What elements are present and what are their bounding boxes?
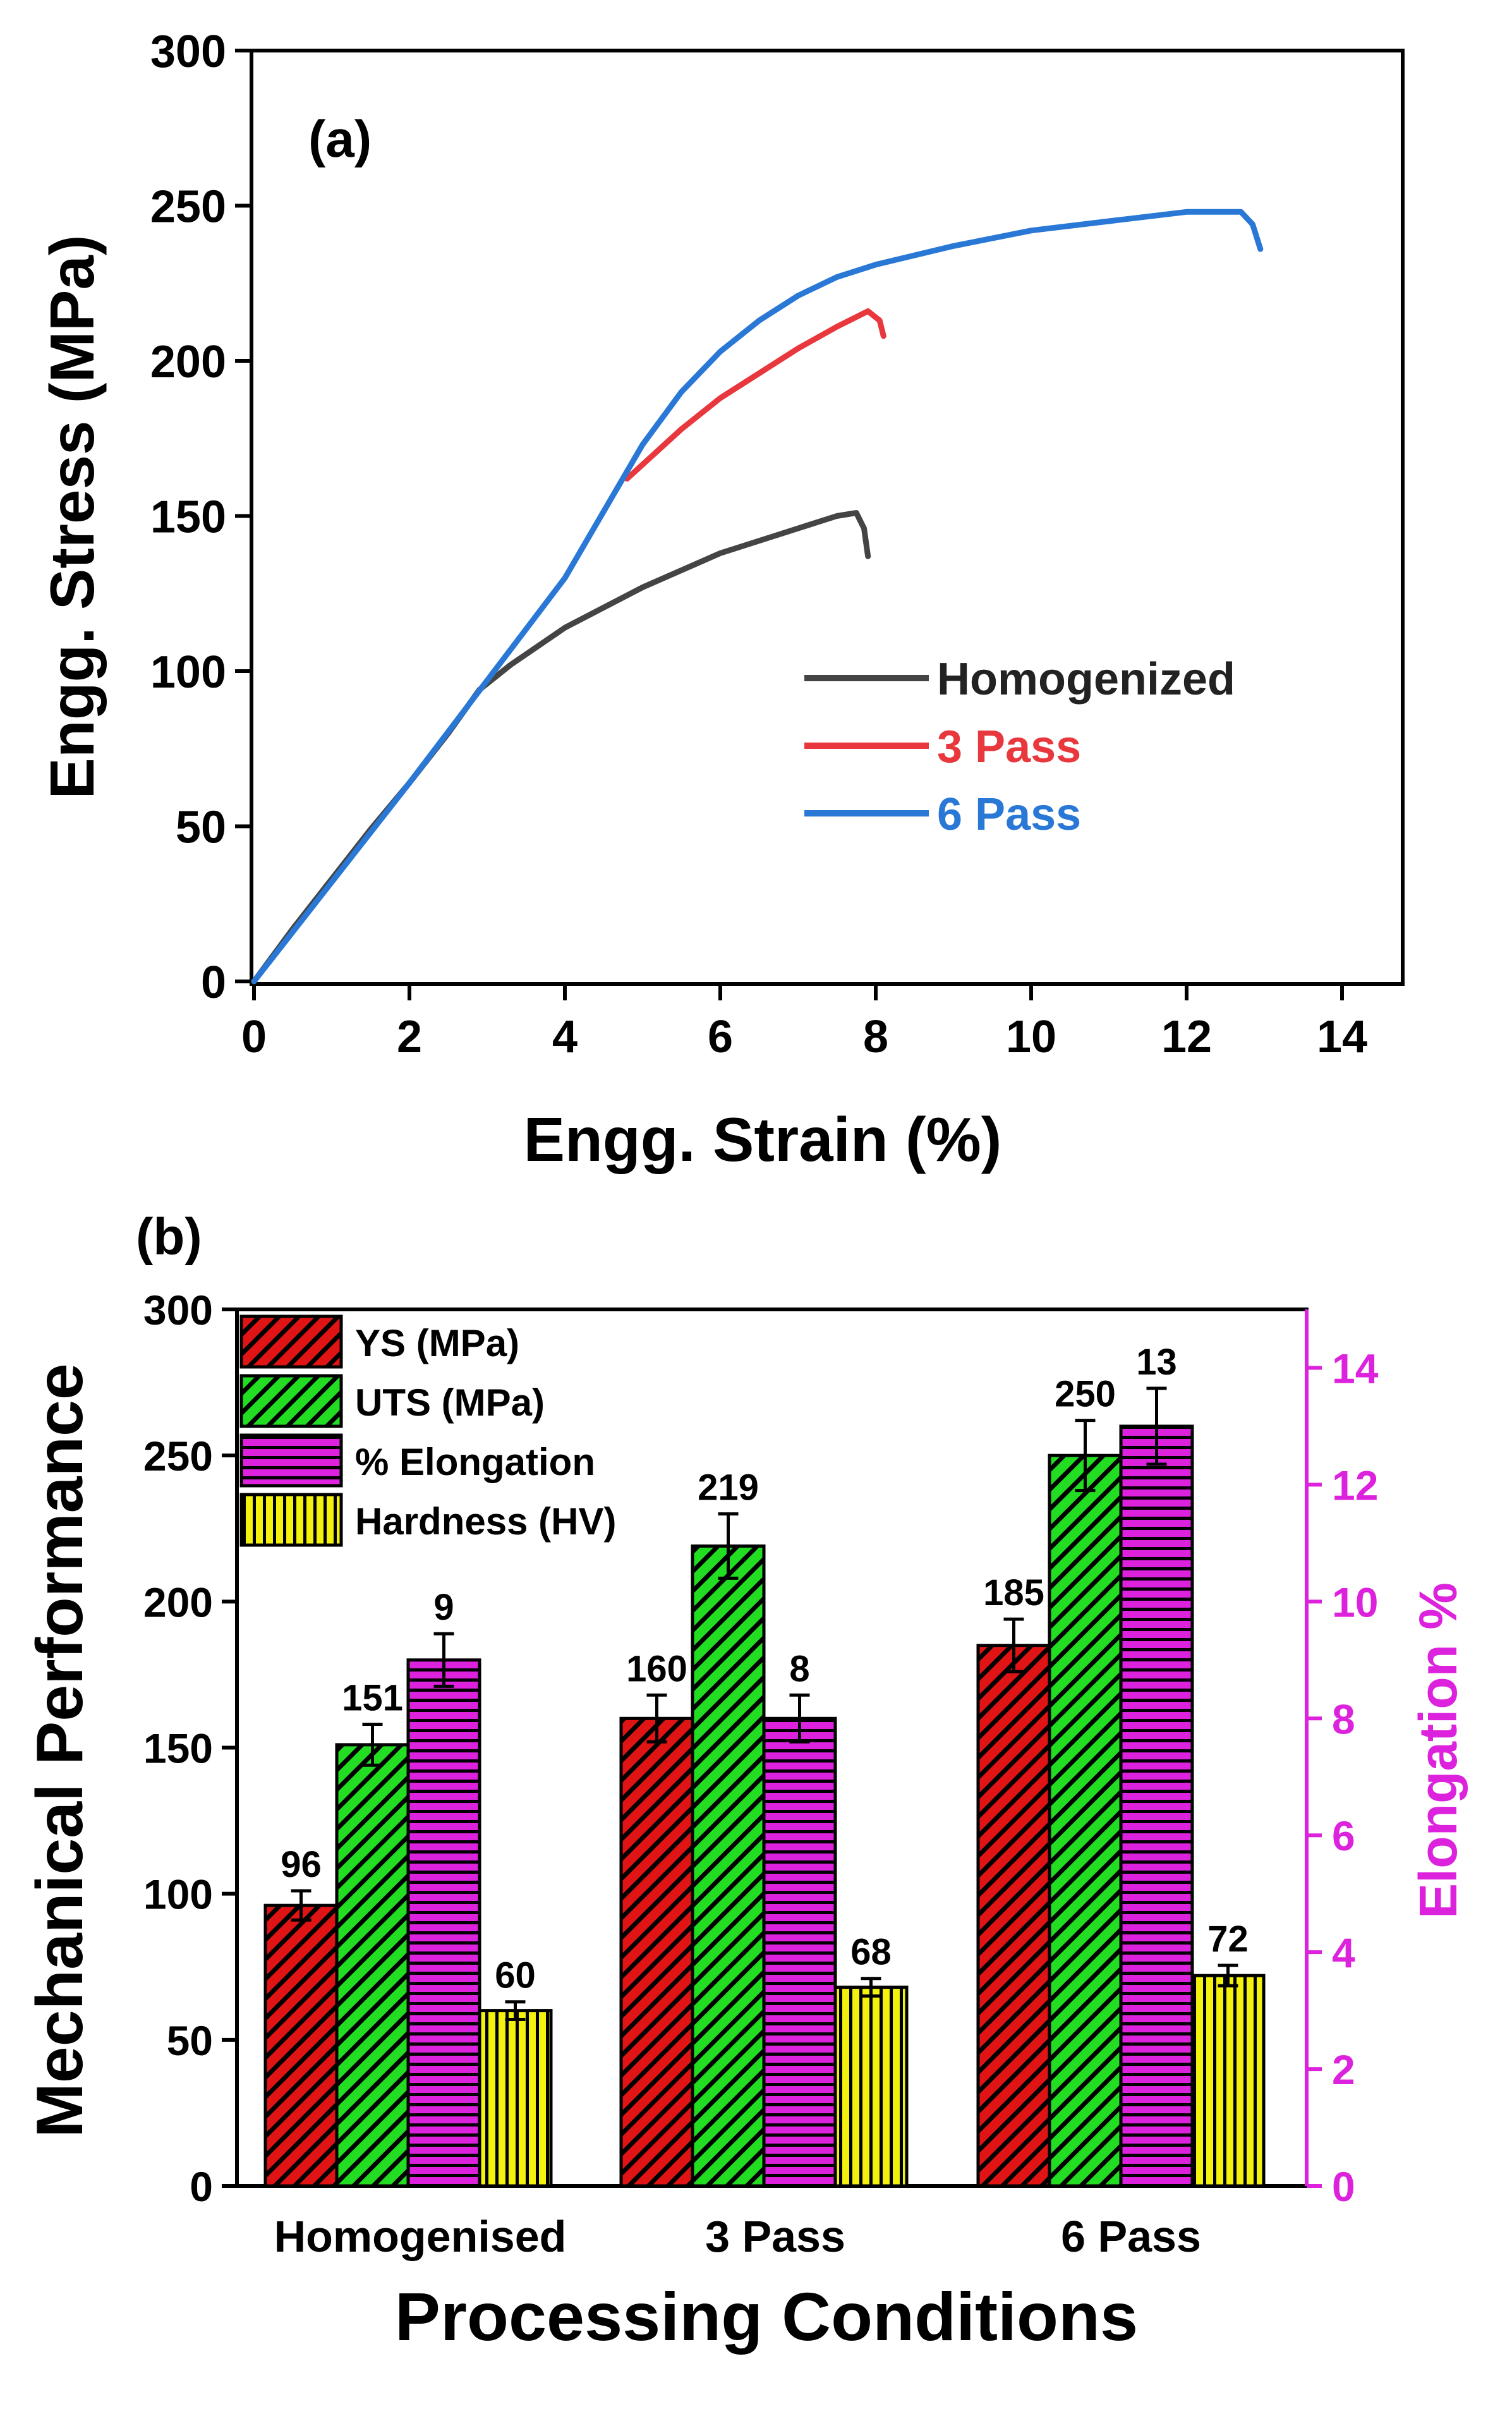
data-label: 96 [281,1844,322,1885]
y2-tick-label: 0 [1332,2163,1355,2210]
y-tick-label: 0 [190,2163,213,2210]
panel-label-b: (b) [136,1208,202,1266]
y2-tick-label: 10 [1332,1579,1378,1625]
x-axis-label: Engg. Strain (%) [524,1105,1002,1174]
x-axis-ticks: 0 2 4 6 8 10 12 14 [241,984,1367,1062]
legend-swatch [239,1314,343,1369]
category-label: 6 Pass [1061,2212,1201,2261]
legend-label: 6 Pass [937,789,1081,840]
y-axis-label: Engg. Stress (MPa) [37,234,107,799]
legend-swatch [239,1374,343,1428]
y2-axis-label: Elongation % [1408,1582,1468,1919]
bar-ys [619,1716,694,2188]
data-label: 219 [698,1467,759,1508]
y-tick-label: 250 [150,182,226,233]
y-axis-label-b: Mechanical Performance [23,1363,97,2137]
y-tick-label: 250 [143,1433,213,1479]
y2-tick-label: 12 [1332,1462,1378,1508]
x-tick-label: 10 [1006,1012,1056,1062]
data-label: 72 [1207,1919,1249,1960]
legend-label: % Elongation [355,1441,595,1483]
panel-label-a: (a) [308,111,372,168]
data-label: 60 [495,1955,536,1996]
data-label: 13 [1136,1342,1177,1383]
series-line-6-pass [251,209,1264,985]
y2-tick-label: 8 [1332,1696,1355,1742]
y-tick-label: 300 [150,27,226,77]
y-axis-ticks-b: 0 50 100 150 200 250 300 [143,1287,237,2210]
bar-uts [1048,1453,1123,2188]
legend-label: YS (MPa) [355,1322,519,1364]
data-label: 151 [342,1678,403,1719]
x-tick-label: 2 [397,1012,422,1062]
x-tick-label: 12 [1161,1012,1212,1062]
data-label: 160 [626,1648,687,1689]
data-label: 185 [983,1572,1044,1613]
y-tick-label: 150 [150,492,226,543]
legend-swatch [239,1433,343,1488]
bar-uts [691,1544,766,2188]
legend-b: YS (MPa) UTS (MPa) % Elongation Hardness (H… [239,1314,616,1547]
y-tick-label: 300 [143,1287,213,1333]
y-tick-label: 100 [143,1871,213,1918]
data-label: 8 [789,1648,809,1689]
x-tick-label: 8 [863,1012,888,1062]
y2-tick-label: 4 [1332,1929,1355,1976]
data-label: 9 [433,1587,454,1628]
bar-hard [478,2009,553,2188]
bar-hard [833,1986,909,2188]
bar-ys [976,1644,1051,2188]
y-axis-ticks: 0 50 100 150 200 250 300 [150,27,251,1008]
y-tick-label: 200 [143,1579,213,1625]
y-tick-label: 200 [150,337,226,387]
data-label: 250 [1055,1374,1116,1415]
x-axis-label-b: Processing Conditions [395,2278,1138,2355]
y-tick-label: 0 [201,957,226,1008]
legend-label: 3 Pass [937,722,1081,772]
x-tick-label: 14 [1317,1012,1367,1062]
y2-axis-ticks: 0 2 4 6 8 10 12 14 [1307,1345,1379,2210]
bars: 96 151 9 60 160 219 8 68 185 250 13 72 [263,1342,1266,2188]
series-line-3-pass [624,308,886,482]
y2-tick-label: 6 [1332,1812,1355,1859]
legend-label: UTS (MPa) [355,1381,545,1424]
data-label: 68 [850,1932,892,1973]
bar-elong [762,1716,837,2188]
y-tick-label: 150 [143,1725,213,1772]
x-tick-label: 6 [708,1012,733,1062]
legend-label: Homogenized [937,654,1235,705]
y-tick-label: 50 [167,2017,213,2064]
bar-elong [1119,1424,1194,2188]
x-tick-label: 0 [241,1012,267,1062]
legend: Homogenized 3 Pass 6 Pass [804,654,1235,840]
bar-ys [263,1903,339,2188]
x-tick-label: 4 [552,1012,578,1062]
bar-hard [1190,1974,1266,2188]
legend-swatch [239,1493,343,1547]
category-label: 3 Pass [705,2212,845,2261]
stress-strain-chart: 0 50 100 150 200 250 300 0 2 4 6 8 10 12 14 (a) Engg.… [37,27,1405,1174]
y-tick-label: 100 [150,647,226,698]
y2-tick-label: 14 [1332,1345,1379,1392]
bar-uts [335,1743,410,2188]
data-lines [251,209,1264,985]
y2-tick-label: 2 [1332,2046,1355,2093]
category-labels: Homogenised 3 Pass 6 Pass [274,2212,1201,2261]
category-label: Homogenised [274,2212,567,2261]
bar-elong [406,1658,481,2188]
legend-label: Hardness (HV) [355,1500,616,1543]
y-tick-label: 50 [176,803,226,853]
